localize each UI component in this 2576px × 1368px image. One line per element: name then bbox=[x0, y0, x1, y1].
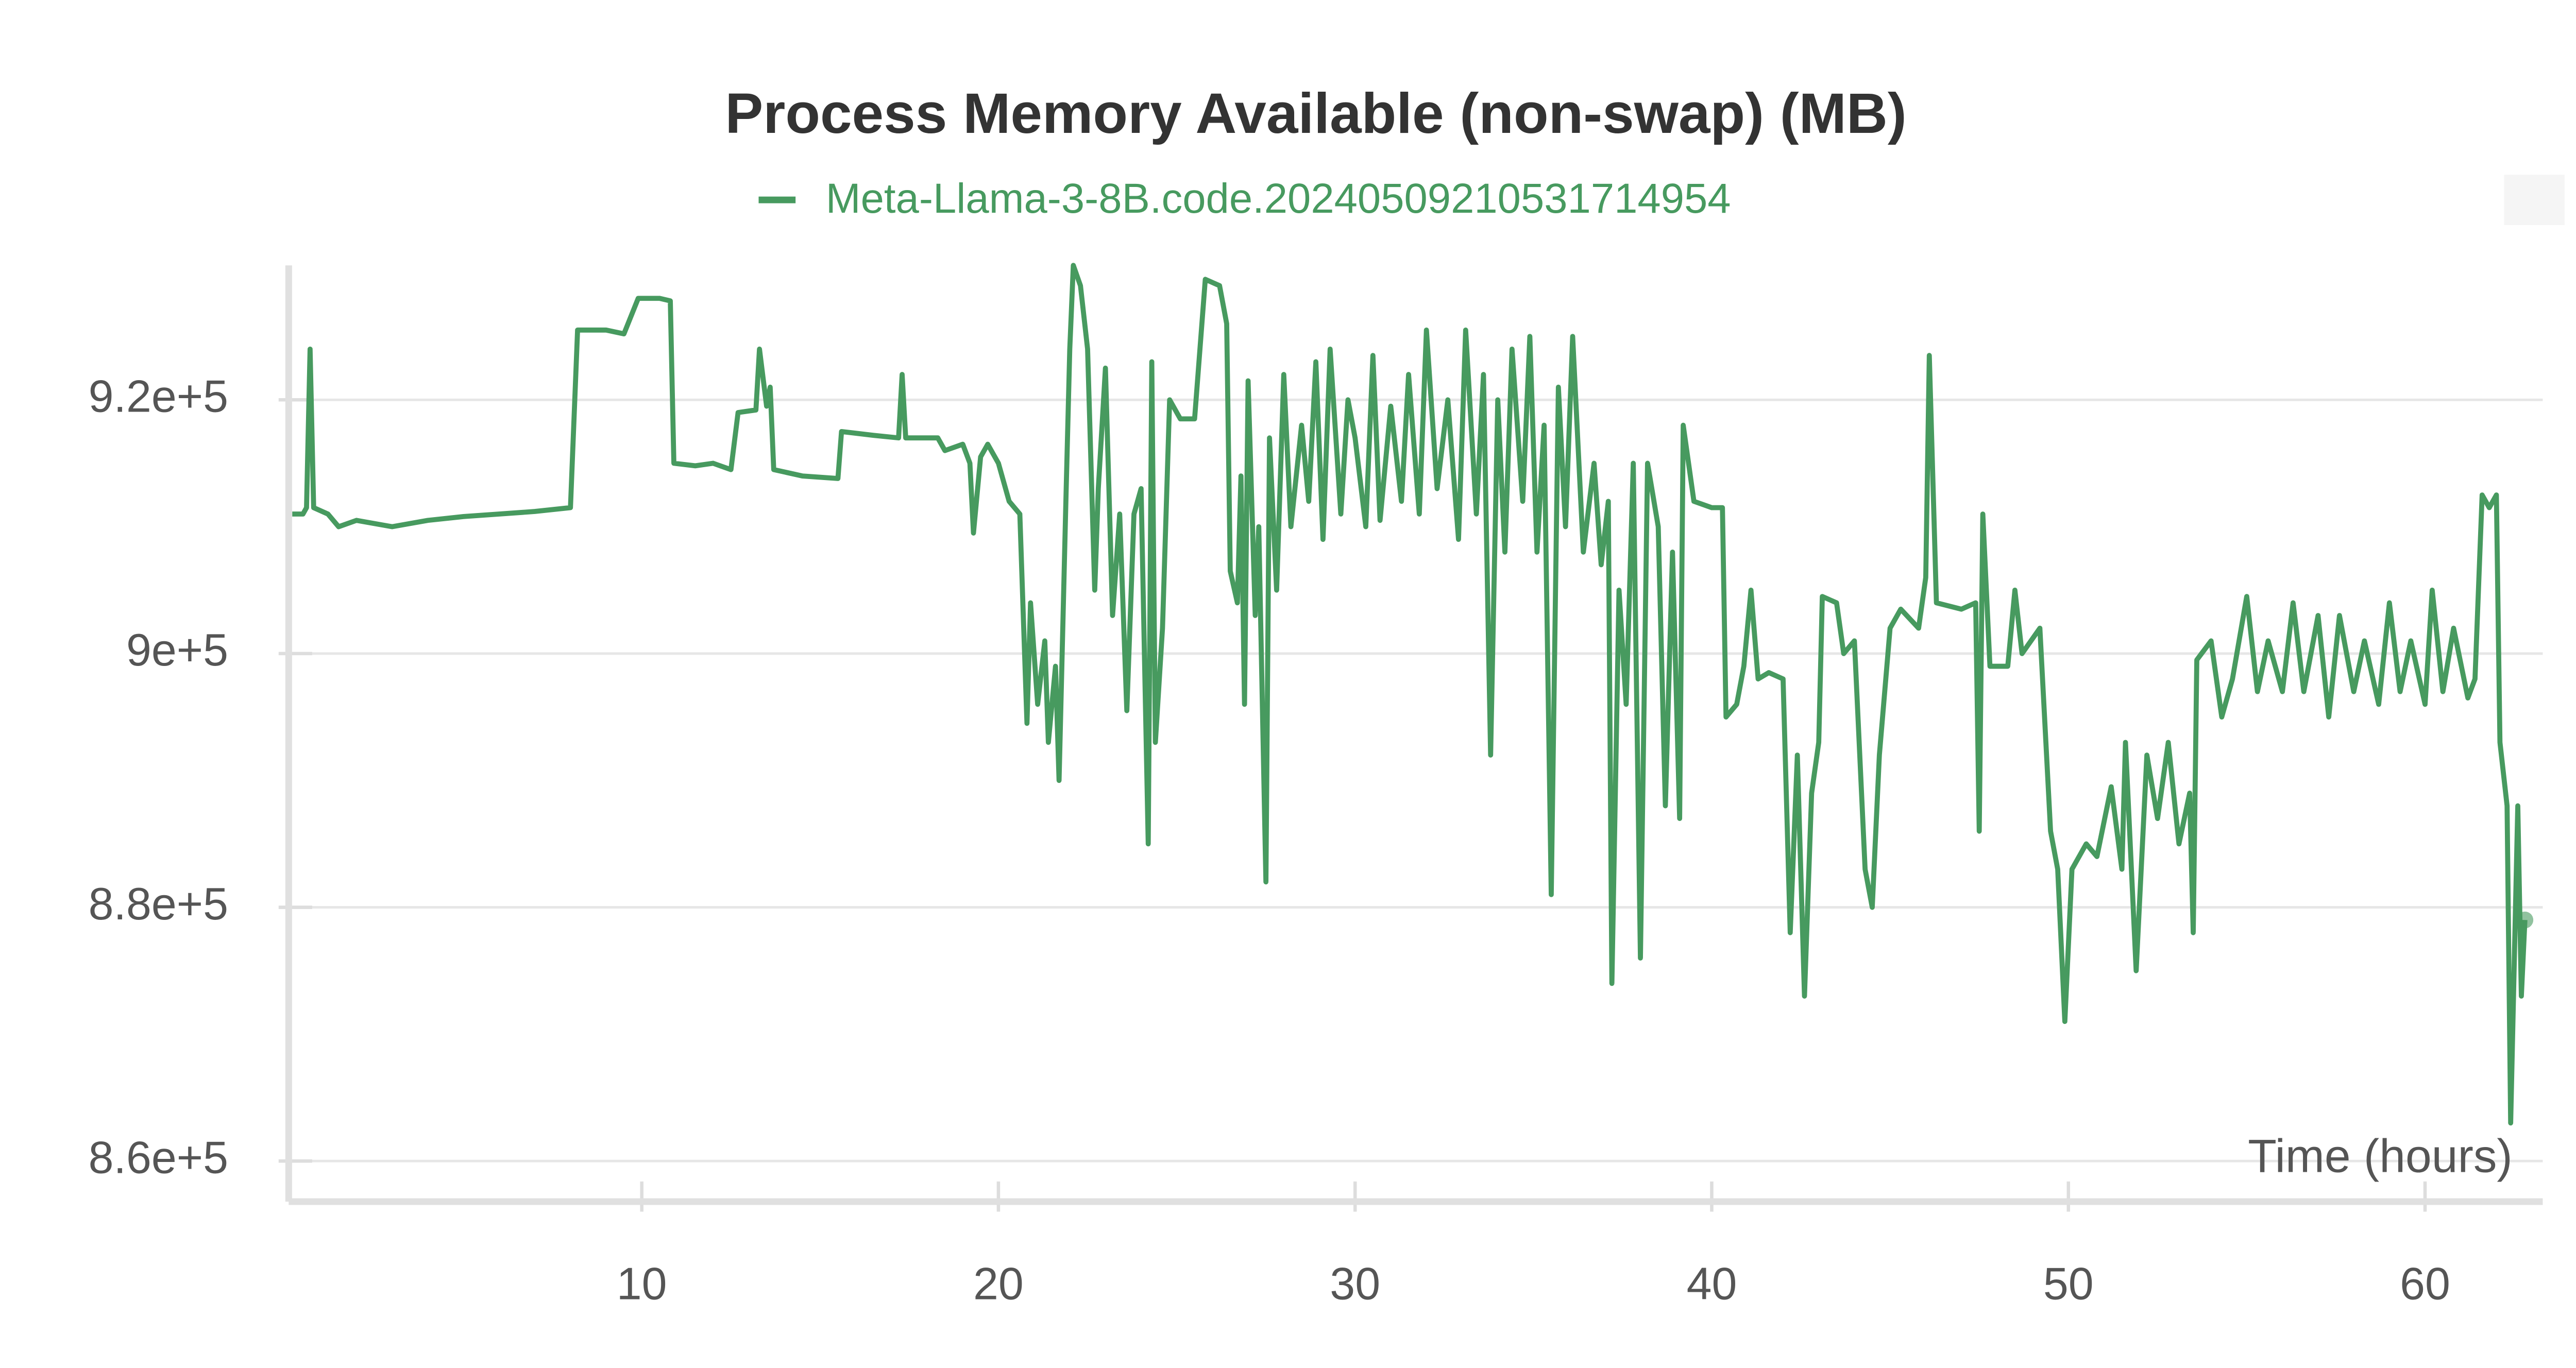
y-tick-label: 9e+5 bbox=[126, 624, 228, 675]
y-tick-label: 8.6e+5 bbox=[89, 1132, 228, 1183]
x-tick-label: 60 bbox=[2400, 1258, 2450, 1309]
x-axis-label: Time (hours) bbox=[2248, 1130, 2513, 1183]
toolbar-button[interactable] bbox=[2504, 175, 2565, 226]
x-tick-label: 20 bbox=[973, 1258, 1024, 1309]
plot-area: 8.6e+5 8.8e+5 9e+5 9.2e+5 10 20 30 40 50 60 Time (… bbox=[89, 263, 2543, 1309]
data-line bbox=[292, 263, 2528, 1126]
chart-title: Process Memory Available (non-swap) (MB) bbox=[725, 82, 1906, 145]
y-tick-label: 9.2e+5 bbox=[89, 371, 228, 422]
x-tick-label: 30 bbox=[1330, 1258, 1380, 1309]
legend-label[interactable]: Meta-Llama-3-8B.code.2024050921053171495… bbox=[826, 175, 1731, 222]
y-tick-label: 8.8e+5 bbox=[89, 878, 228, 929]
end-point bbox=[2516, 911, 2534, 929]
x-tick-label: 50 bbox=[2043, 1258, 2094, 1309]
x-tick-label: 40 bbox=[1687, 1258, 1737, 1309]
x-tick-label: 10 bbox=[617, 1258, 667, 1309]
